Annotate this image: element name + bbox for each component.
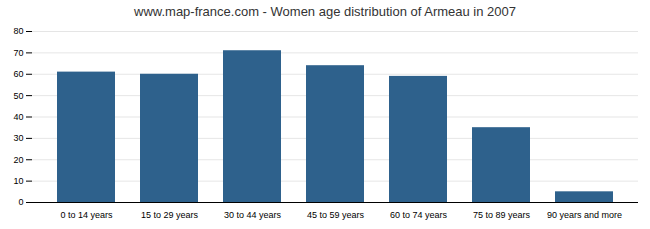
svg-text:75 to 89 years: 75 to 89 years (473, 210, 531, 220)
svg-text:30 to 44 years: 30 to 44 years (224, 210, 282, 220)
svg-text:45 to 59 years: 45 to 59 years (307, 210, 365, 220)
html-text:www.map-france.com - Women age: www.map-france.com - Women age distribut… (134, 4, 516, 19)
svg-text:0 to 14 years: 0 to 14 years (60, 210, 113, 220)
svg-text:90 years and more: 90 years and more (547, 210, 622, 220)
svg-text:20: 20 (13, 155, 23, 165)
svg-text:60: 60 (13, 69, 23, 79)
svg-text:60 to 74 years: 60 to 74 years (390, 210, 448, 220)
svg-text:0: 0 (18, 197, 23, 207)
svg-text:40: 40 (13, 112, 23, 122)
svg-text:30: 30 (13, 133, 23, 143)
svg-text:15 to 29 years: 15 to 29 years (141, 210, 199, 220)
svg-text:50: 50 (13, 91, 23, 101)
svg-text:80: 80 (13, 26, 23, 36)
svg-text:10: 10 (13, 176, 23, 186)
svg-text:70: 70 (13, 48, 23, 58)
